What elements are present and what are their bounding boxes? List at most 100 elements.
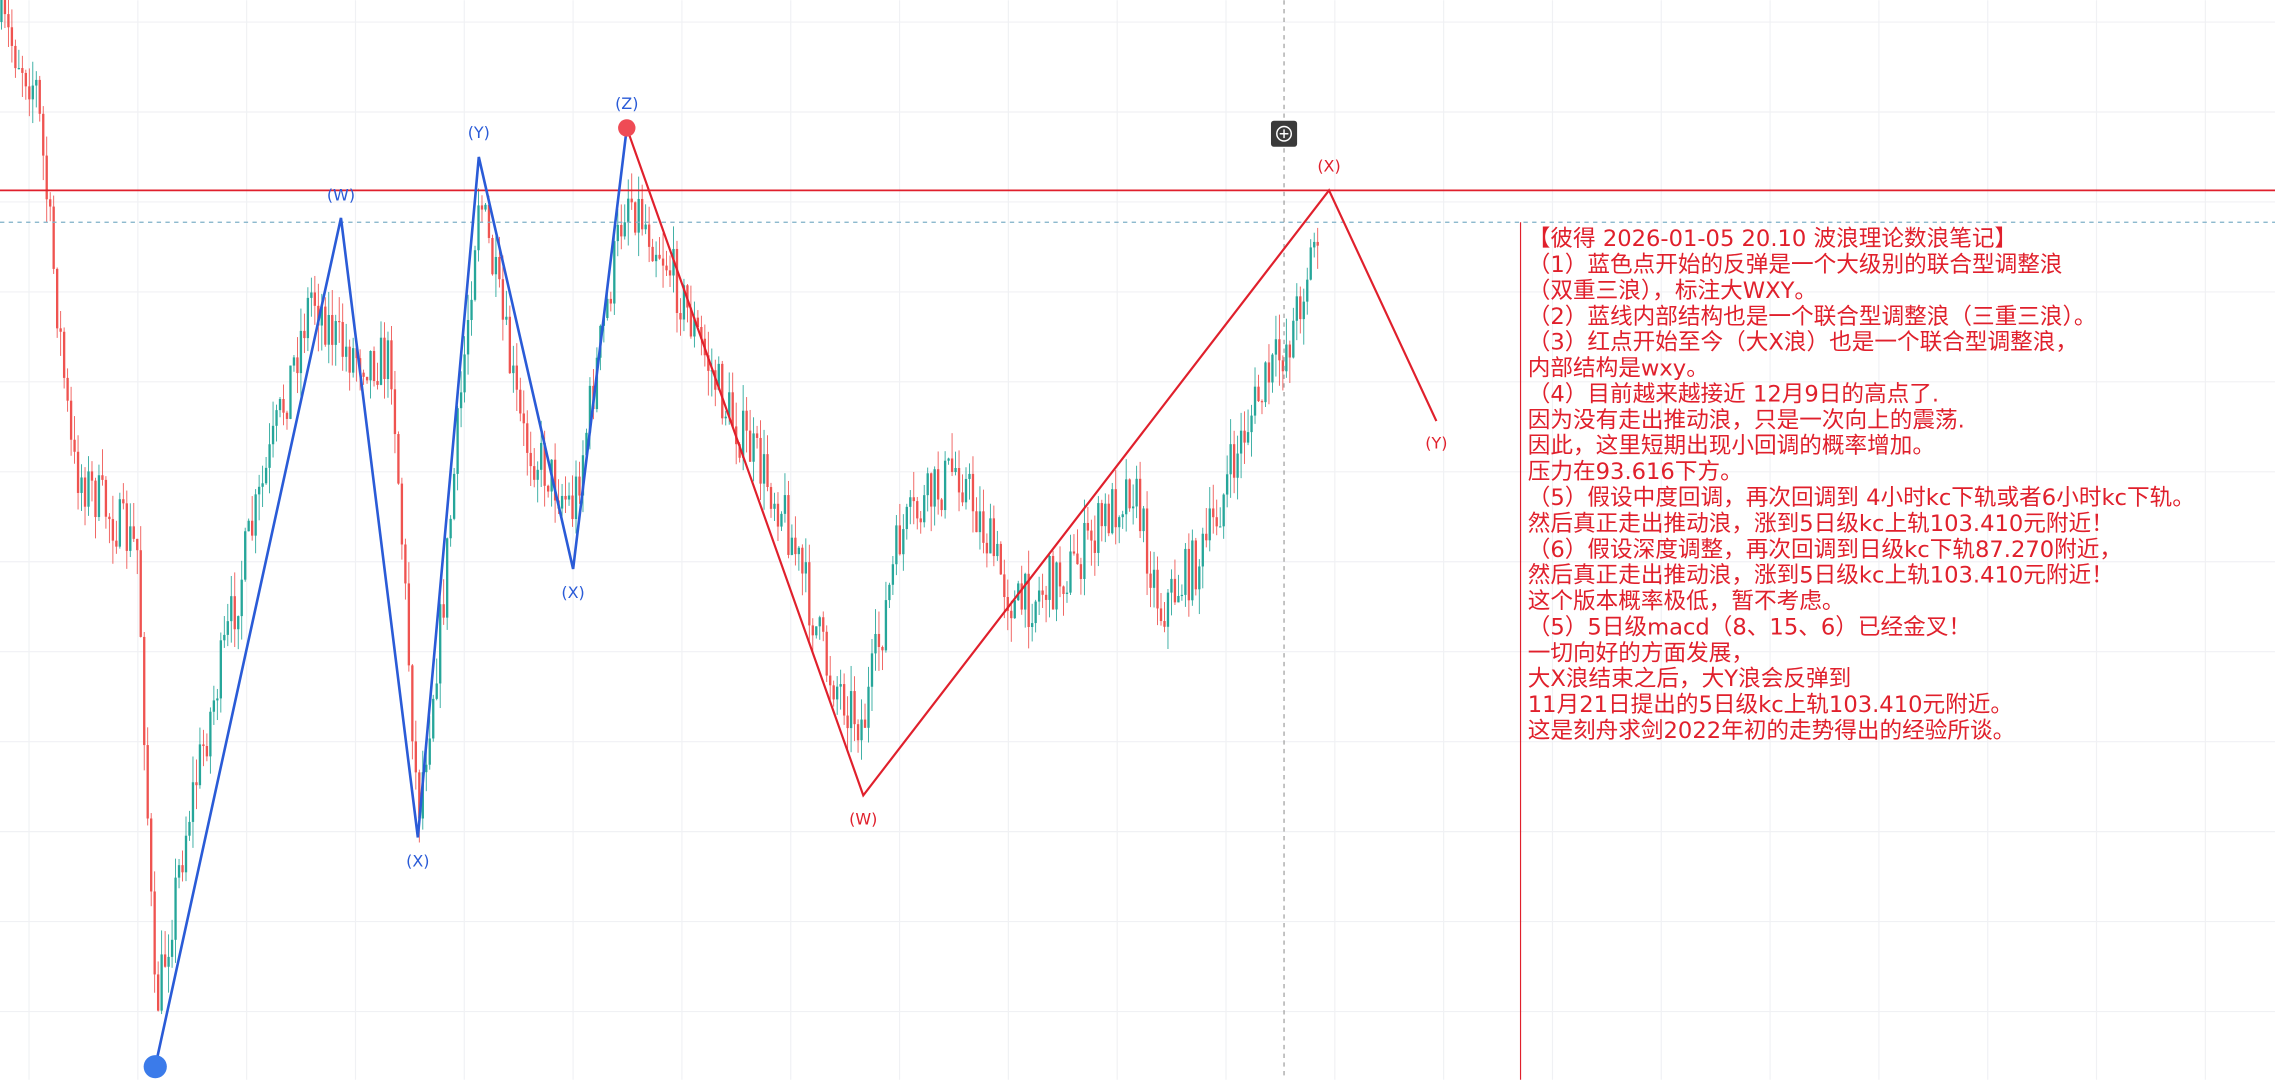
- candle-body: [1313, 241, 1316, 248]
- candle-body: [536, 469, 539, 480]
- candle-body: [1215, 517, 1218, 527]
- candle-body: [17, 68, 21, 70]
- candle-body: [982, 511, 985, 543]
- candle-body: [49, 199, 52, 207]
- candle-body: [1184, 548, 1187, 595]
- candle-body: [526, 423, 529, 453]
- candle-body: [564, 495, 567, 500]
- candle-body: [689, 307, 693, 337]
- candle-body: [1107, 503, 1110, 534]
- crosshair-button[interactable]: [1270, 120, 1298, 147]
- candle-body: [1114, 489, 1117, 528]
- candle-body: [856, 724, 860, 741]
- candle-body: [1274, 339, 1278, 355]
- candle-body: [351, 348, 355, 373]
- candle-body: [491, 237, 494, 275]
- candle-body: [327, 314, 330, 345]
- note-line: （5）假设中度回调，再次回调到 4小时kc下轨或者6小时kc下轨。: [1528, 485, 2195, 511]
- candle-body: [992, 518, 996, 557]
- candle-body: [115, 540, 118, 547]
- candle-body: [494, 256, 498, 275]
- candle-body: [533, 466, 536, 480]
- candle-body: [1194, 540, 1197, 590]
- candle-body: [957, 468, 961, 493]
- candle-body: [783, 495, 787, 514]
- candle-body: [45, 155, 48, 200]
- candle-body: [108, 516, 111, 520]
- candle-body: [383, 337, 386, 380]
- candle-body: [581, 455, 585, 496]
- candle-body: [459, 392, 463, 409]
- candle-body: [1104, 503, 1107, 527]
- candle-body: [1180, 594, 1184, 597]
- candle-body: [257, 486, 261, 495]
- candle-body: [578, 476, 581, 496]
- candle-body: [853, 691, 856, 725]
- candle-body: [881, 647, 884, 651]
- candle-body: [1229, 444, 1232, 475]
- candle-body: [132, 526, 135, 539]
- candle-body: [877, 633, 881, 648]
- candle-body: [1131, 506, 1135, 509]
- red-start-dot: [618, 119, 636, 137]
- candle-body: [996, 543, 999, 557]
- candle-body: [950, 458, 954, 473]
- candle-body: [466, 320, 470, 355]
- candle-body: [163, 954, 167, 967]
- candle-body: [251, 520, 254, 536]
- candle-body: [372, 350, 376, 382]
- candle-body: [839, 684, 842, 687]
- candle-body: [1003, 574, 1006, 598]
- candle-body: [52, 206, 55, 269]
- candle-body: [28, 86, 31, 100]
- candle-body: [254, 494, 257, 536]
- candle-body: [271, 425, 275, 445]
- candle-body: [334, 321, 337, 345]
- candle-body: [588, 385, 592, 433]
- candle-body: [870, 653, 874, 687]
- wave-label: (Y): [1425, 434, 1447, 453]
- candle-body: [1253, 386, 1257, 416]
- candle-body: [755, 433, 759, 438]
- candle-body: [717, 363, 720, 390]
- candle-body: [101, 475, 104, 480]
- candle-body: [724, 416, 727, 419]
- candle-body: [606, 298, 609, 318]
- candle-body: [829, 675, 832, 686]
- candle-body: [849, 691, 853, 729]
- candle-body: [83, 477, 87, 507]
- candle-body: [971, 473, 975, 512]
- note-line: 因为没有走出推动浪，只是一次向上的震荡.: [1528, 407, 1965, 433]
- candle-body: [94, 480, 97, 518]
- candle-body: [860, 719, 863, 741]
- note-line: （双重三浪），标注大WXY。: [1528, 278, 1817, 304]
- candle-body: [1145, 508, 1149, 574]
- candle-body: [247, 520, 250, 532]
- candle-body: [310, 292, 313, 298]
- candle-body: [104, 479, 108, 517]
- candle-body: [1006, 597, 1009, 611]
- note-line: 因此，这里短期出现小回调的概率增加。: [1528, 433, 1935, 459]
- candle-body: [1118, 517, 1121, 528]
- candle-body: [759, 437, 762, 484]
- candle-body: [836, 686, 839, 700]
- candle-body: [975, 511, 978, 533]
- candle-body: [487, 204, 491, 238]
- candle-body: [654, 254, 658, 262]
- candle-body: [136, 538, 139, 551]
- candle-body: [801, 547, 804, 574]
- note-line: 然后真正走出推动浪，涨到5日级kc上轨103.410元附近！: [1528, 563, 2114, 589]
- candle-body: [0, 0, 3, 23]
- wave-label: (Z): [615, 94, 638, 113]
- candle-body: [181, 865, 184, 873]
- candle-body: [341, 322, 344, 357]
- candle-body: [1079, 564, 1083, 579]
- candle-body: [797, 547, 801, 555]
- candle-body: [540, 442, 543, 470]
- candle-body: [1086, 522, 1090, 531]
- candle-body: [1041, 590, 1044, 595]
- candle-body: [811, 625, 814, 636]
- candle-body: [414, 741, 417, 773]
- candle-body: [1013, 600, 1016, 619]
